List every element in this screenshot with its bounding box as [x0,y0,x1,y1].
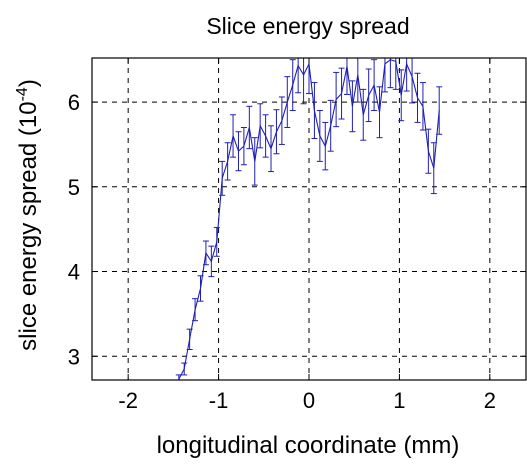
series-energy-spread [175,58,443,380]
error-bar [300,58,307,105]
error-bar [354,58,361,103]
x-tick-label: -2 [118,388,138,413]
error-bar [381,58,388,93]
error-bar [240,126,247,166]
error-bar [208,245,215,278]
error-bar [343,58,350,95]
x-tick-label: -1 [209,388,229,413]
error-bar [371,59,378,112]
grid [92,58,526,380]
error-bar [192,298,199,322]
error-bar [360,88,367,141]
error-bar [398,69,405,122]
y-tick-label: 3 [68,344,80,369]
y-tick-label: 4 [68,260,80,285]
error-bar [322,121,329,171]
error-bar [365,68,372,123]
error-bar [403,58,410,92]
error-bar [273,109,280,155]
error-bar [333,71,340,128]
error-bar [268,125,275,173]
y-axis-label-tail: ) [15,79,42,87]
x-tick-label: 0 [303,388,315,413]
error-bar [409,58,416,104]
error-bar [246,105,253,150]
error-bar [197,275,204,302]
error-bar [284,76,291,128]
y-tick-label: 6 [68,90,80,115]
error-bar [224,142,231,181]
error-bar [327,99,334,152]
x-axis-label: longitudinal coordinate (mm) [157,432,460,459]
error-bar [349,80,356,133]
error-bar [376,86,383,139]
error-bar [311,82,318,139]
error-bar [219,160,226,196]
error-bar [235,131,242,172]
error-bar [262,114,269,158]
error-bar [436,86,443,135]
error-bar [295,58,302,94]
error-bar [213,226,220,257]
x-axis: -2 -1 0 1 2 [118,58,496,413]
y-axis-label-main: slice energy spread (10 [15,101,42,350]
error-bar [338,67,345,120]
y-axis-label-sup: -4 [14,87,31,101]
error-bar [425,128,432,174]
x-tick-label: 2 [484,388,496,413]
error-bar [387,58,394,89]
error-bar [316,110,323,162]
error-bar [414,72,421,123]
y-axis-label: slice energy spread (10-4) [14,79,42,351]
x-tick-label: 1 [393,388,405,413]
error-bar [251,137,258,186]
error-bar [186,328,193,350]
y-axis: 3 4 5 6 [68,90,526,369]
chart-title: Slice energy spread [206,13,409,39]
error-bar [202,240,209,266]
error-bar [419,82,426,131]
error-bar [289,59,296,112]
error-bar [181,362,188,376]
y-tick-label: 5 [68,175,80,200]
error-bar [257,103,264,149]
error-bar [278,96,285,145]
error-bar [230,114,237,158]
error-bar [175,374,182,380]
error-bar [392,58,399,90]
error-bar [430,142,437,195]
